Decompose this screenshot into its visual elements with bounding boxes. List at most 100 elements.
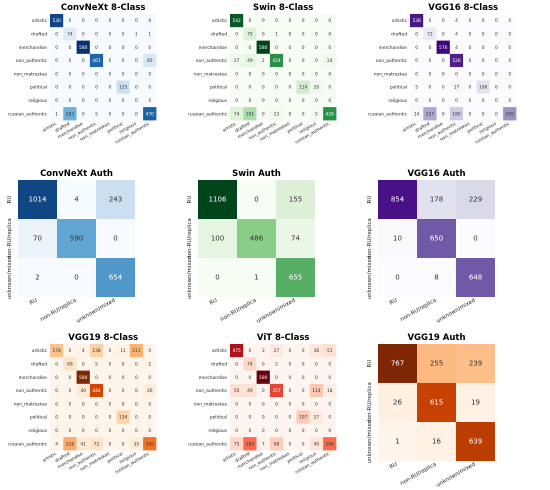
cell-label-r6-c3: 0	[95, 98, 98, 104]
heatmap-cell-r4-c6	[309, 67, 324, 81]
cell-label-r4-c5: 0	[482, 71, 485, 77]
heatmap-cell-r2-c0	[50, 370, 64, 384]
cell-label-r5-c0: 0	[55, 85, 58, 91]
heatmap-cell-r6-c1	[63, 93, 77, 108]
heatmap-cell-r5-c2	[76, 80, 90, 94]
heatmap-cell-r5-c3	[89, 410, 104, 424]
cell-label-r0-c6: 0	[315, 18, 318, 24]
heatmap-cell-r0-c1	[243, 14, 257, 28]
cell-label-r1-c6: 1	[135, 31, 138, 37]
cell-label-r3-c0: 50	[234, 388, 240, 394]
heatmap-cell-r0-c5	[296, 14, 310, 28]
cell-label-r7-c1: 289	[246, 441, 255, 447]
heatmap-cell-r5-c4	[283, 80, 297, 94]
heatmap-cell-r3-c4	[283, 383, 297, 398]
cell-label-r0-c1: 4	[74, 195, 79, 203]
heatmap-cell-r2-c2	[256, 370, 270, 384]
heatmap-cell-r7-c0	[230, 107, 244, 121]
cell-label-r0-c2: 4	[82, 348, 85, 354]
cell-label-r2-c1: 0	[74, 273, 78, 281]
heatmap-cell-r0-c2	[456, 180, 495, 219]
cell-label-r0-c3: 27	[274, 348, 280, 354]
heatmap-cell-r0-c3	[89, 14, 104, 28]
cell-label-r3-c7: 0	[508, 58, 511, 64]
heatmap-cell-r3-c3	[269, 53, 284, 68]
cell-label-r7-c6: 0	[135, 111, 138, 117]
heatmap-cell-r5-c1	[63, 410, 77, 424]
cell-label-r1-c6: 0	[135, 361, 138, 367]
cell-label-r7-c5: 0	[302, 441, 305, 447]
heatmap-cell-r3-c0	[230, 383, 244, 398]
heatmap-cell-r6-c5	[476, 93, 490, 108]
cell-label-r7-c1: 283	[66, 111, 75, 117]
heatmap-cell-r0-c0	[50, 344, 64, 358]
cell-label-r0-c5: 0	[122, 18, 125, 24]
cell-label-r1-c2: 0	[262, 361, 265, 367]
heatmap-cell-r7-c4	[103, 437, 117, 451]
heatmap-cell-r1-c5	[476, 27, 490, 41]
row-tick-label-4: non_matreskas	[194, 401, 228, 407]
cell-label-r4-c0: 0	[235, 71, 238, 77]
heatmap-cell-r7-c6	[309, 437, 324, 451]
heatmap-cell-r1-c4	[283, 27, 297, 41]
cell-label-r6-c5: 0	[302, 428, 305, 434]
cell-label-r5-c7: 0	[148, 85, 151, 91]
cell-label-r7-c2: 41	[80, 441, 86, 447]
cell-label-r1-c0: 0	[235, 361, 238, 367]
heatmap-cell-r7-c3	[89, 107, 104, 121]
heatmap-cell-r0-c4	[283, 344, 297, 358]
heatmap-cell-r0-c7	[323, 14, 337, 28]
panel-title: VGG16 Auth	[407, 169, 465, 179]
cell-label-r2-c1: 16	[432, 437, 441, 445]
col-tick-label-1: non-RU/replica	[39, 298, 77, 323]
heatmap-cell-r7-c2	[256, 107, 270, 121]
cell-label-r4-c7: 0	[148, 71, 151, 77]
cell-label-r2-c5: 0	[302, 45, 305, 51]
cell-label-r3-c1: 0	[429, 58, 432, 64]
cell-label-r3-c6: 0	[495, 58, 498, 64]
heatmap-cell-r4-c2	[256, 397, 270, 411]
heatmap-cell-r2-c5	[116, 370, 130, 384]
cell-label-r3-c2: 0	[442, 58, 445, 64]
cell-label-r2-c6: 0	[315, 45, 318, 51]
heatmap-cell-r0-c0	[378, 180, 417, 219]
row-tick-label-0: artistic	[32, 348, 48, 354]
row-tick-label-2: unknown/mixed	[367, 256, 373, 300]
cell-label-r7-c2: 7	[262, 441, 265, 447]
cell-label-r1-c3: 4	[455, 31, 458, 37]
heatmap-cell-r2-c6	[129, 370, 144, 384]
heatmap-cell-r4-c7	[323, 397, 337, 411]
heatmap-cell-r2-c3	[449, 40, 464, 54]
cell-label-r7-c4: 0	[288, 441, 291, 447]
cell-label-r4-c2: 0	[82, 71, 85, 77]
heatmap-cell-r6-c5	[116, 423, 130, 438]
heatmap-cell-r5-c1	[423, 80, 437, 94]
heatmap-cell-r2-c4	[463, 40, 477, 54]
cell-label-r1-c1: 486	[250, 234, 264, 242]
heatmap-cell-r6-c1	[243, 423, 257, 438]
heatmap-cell-r2-c2	[76, 370, 90, 384]
col-tick-label-2: unknown/mixed	[436, 298, 477, 325]
row-tick-label-1: drafted	[391, 31, 407, 37]
cell-label-r0-c1: 0	[429, 18, 432, 24]
col-tick-label-1: non-RU/replica	[399, 462, 437, 487]
cell-label-r3-c5: 0	[302, 58, 305, 64]
heatmap-cell-r3-c7	[143, 53, 157, 68]
cell-label-r2-c0: 0	[55, 45, 58, 51]
cell-label-r4-c5: 0	[122, 71, 125, 77]
heatmap-cell-r6-c0	[230, 423, 244, 438]
col-tick-label-1: non-RU/replica	[219, 298, 257, 323]
row-tick-label-0: RU	[367, 360, 373, 368]
row-tick-label-2: unknown/mixed	[187, 256, 193, 300]
heatmap-cell-r5-c2	[436, 80, 450, 94]
cell-label-r4-c3: 0	[275, 71, 278, 77]
cell-label-r4-c0: 0	[55, 401, 58, 407]
heatmap-cell-r7-c1	[243, 107, 257, 121]
heatmap-cell-r5-c7	[503, 80, 517, 94]
heatmap-cell-r2-c2	[256, 40, 270, 54]
heatmap-cell-r1-c2	[456, 383, 495, 422]
cell-label-r2-c2: 576	[439, 45, 448, 51]
heatmap-cell-r1-c5	[296, 357, 310, 371]
heatmap-cell-r1-c6	[129, 27, 144, 41]
cell-label-r5-c3: 0	[275, 85, 278, 91]
